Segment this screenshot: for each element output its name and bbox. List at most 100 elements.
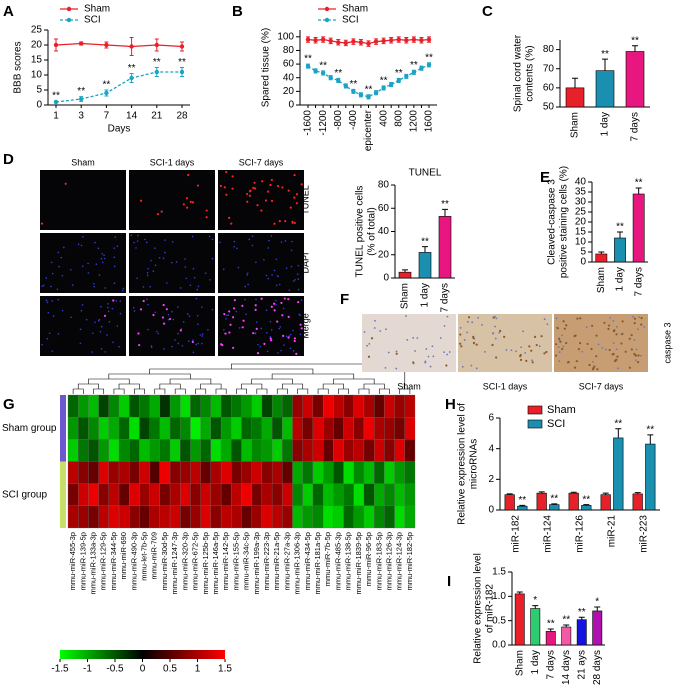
micrograph-dot [205,216,208,219]
micrograph-dot [165,308,168,311]
heatmap-cell [251,417,263,440]
heatmap-cell [261,394,273,418]
heatmap-cell [169,417,181,440]
column-label: mmu-miR-34c-5p [242,532,251,590]
heatmap-cell [108,483,120,506]
micrograph-dot [225,170,228,174]
micrograph-dot [467,316,471,319]
micrograph-dot [201,306,203,308]
micrograph-dot [556,327,559,330]
point [358,40,364,45]
error-bar [598,251,605,254]
heatmap-cell [98,505,109,529]
point [79,41,84,46]
annotation: ** [77,86,85,97]
micrograph-dot [51,300,54,302]
bar [545,631,556,646]
annotation: ** [304,54,312,65]
bar [530,608,541,646]
micrograph-dot [295,352,298,355]
column-label: mmu-miR-183-5p [374,532,383,590]
micrograph-dot [591,368,595,371]
micrograph-dot [281,314,284,317]
micrograph-dot [503,335,506,339]
bar [632,493,643,511]
error-bar [538,491,545,494]
heatmap-cell [88,483,99,506]
y-tick-label: 40 [575,177,587,188]
heatmap-cell [78,483,89,506]
micrograph-dot [446,315,449,318]
micrograph-dot [260,297,263,300]
panel-letter: E [540,169,550,186]
micrograph-dot [291,221,294,224]
micrograph-dot [287,189,290,192]
heatmap-cell [98,417,109,440]
micrograph-dot [147,267,150,270]
micrograph-dot [633,338,636,341]
micrograph-dot [595,355,598,358]
micrograph-dot [528,345,531,348]
heatmap-cell [261,439,273,462]
micrograph-dot [412,336,415,339]
micrograph-dot [70,269,72,271]
micrograph-dot [246,200,249,203]
micrograph-dot [255,327,258,330]
micrograph-dot [604,348,607,351]
micrograph-dot [108,320,111,323]
heatmap-cell [190,394,201,418]
micrograph-dot [182,321,185,323]
micrograph-dot [97,247,100,250]
point [419,38,424,43]
heatmap-cell [302,417,314,440]
chart-title: TUNEL [409,168,442,179]
point [381,85,386,91]
bar [418,252,432,279]
heatmap-cell [67,394,79,418]
heatmap-cell [394,483,405,506]
micrograph-dot [231,175,234,178]
heatmap-cell [118,394,130,418]
micrograph-dot [387,351,390,354]
bar [592,610,603,646]
x-tick-label: 3 [78,111,84,122]
heatmap-cell [292,483,303,506]
column-label: mmu-miR-30d-5p [160,532,169,590]
micrograph-dot [533,335,537,338]
bar [568,492,579,511]
micrograph-dot [192,351,195,354]
micrograph-dot [61,309,64,312]
heatmap-cell [302,505,314,529]
micrograph-dot [244,285,247,288]
annotation: ** [52,91,60,102]
heatmap-cell [180,439,191,462]
dendrogram [230,363,406,389]
column-label: mmu-miR-181a-5p [313,532,322,595]
x-axis-label: Days [108,124,131,135]
micrograph-dot [139,199,143,202]
micrograph-dot [293,221,296,224]
y-tick-label: 25 [31,25,43,36]
column-label: SCI-7 days [579,381,624,391]
bar [595,70,615,108]
micrograph-dot [554,343,558,346]
micrograph-dot [293,339,296,343]
y-tick-label: 20 [31,40,43,51]
micrograph-dot [265,274,268,277]
panel-letter: A [3,3,14,20]
micrograph-dot [524,351,527,354]
point [373,90,379,95]
micrograph-dot [220,343,223,346]
micrograph-dot [204,272,207,274]
micrograph-dot [268,239,270,242]
point [305,37,311,42]
micrograph-dot [379,330,382,332]
micrograph-dot [282,334,285,337]
micrograph-dot [266,350,269,353]
y-tick-label: 10 [575,237,587,248]
micrograph-dot [158,256,161,259]
x-tick-label: 7 days [440,283,451,312]
x-tick-label: 28 days [592,650,603,685]
micrograph-dot [209,279,211,281]
heatmap-cell [118,483,130,506]
